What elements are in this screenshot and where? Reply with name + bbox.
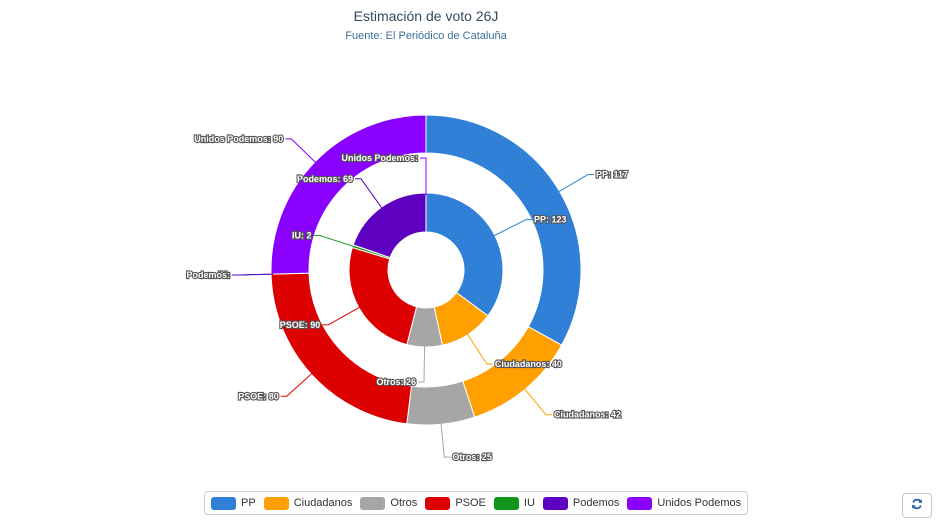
inner-slice-psoe-label: PSOE: 90 bbox=[280, 320, 321, 330]
legend-label-unidos-podemos: Unidos Podemos bbox=[657, 497, 742, 509]
legend-item-unidos-podemos[interactable]: Unidos Podemos bbox=[627, 496, 742, 510]
inner-slice-unidos-podemos-label: Unidos Podemos: bbox=[341, 153, 418, 163]
inner-slice-iu-label: IU: 2 bbox=[292, 230, 312, 240]
inner-slice-pp[interactable] bbox=[425, 192, 504, 317]
legend-item-otros[interactable]: Otros bbox=[360, 496, 418, 510]
outer-slice-ciudadanos[interactable] bbox=[462, 326, 563, 418]
outer-slice-ciudadanos-label: Ciudadanos: 42 bbox=[554, 410, 621, 420]
inner-slice-ciudadanos-connector bbox=[466, 332, 493, 365]
chart-legend: PP Ciudadanos Otros PSOE IU Podemos Unidos Pod… bbox=[204, 491, 749, 515]
inner-slice-iu-connector bbox=[313, 234, 355, 248]
legend-swatch-otros bbox=[360, 496, 386, 510]
outer-slice-psoe-connector bbox=[280, 372, 313, 397]
inner-slice-podemos-connector bbox=[354, 178, 383, 210]
legend-swatch-podemos bbox=[542, 496, 568, 510]
outer-slice-unidos-podemos-label: Unidos Podemos: 90 bbox=[194, 134, 283, 144]
outer-slice-podemos-connector bbox=[232, 273, 274, 276]
legend-swatch-ciudadanos bbox=[263, 496, 289, 510]
legend-swatch-pp bbox=[211, 496, 236, 510]
inner-slice-psoe-connector bbox=[322, 306, 361, 326]
legend-item-ciudadanos[interactable]: Ciudadanos bbox=[263, 496, 353, 510]
legend-item-psoe[interactable]: PSOE bbox=[425, 496, 486, 510]
legend-swatch-iu bbox=[493, 496, 519, 510]
connectors-layer bbox=[232, 138, 594, 458]
legend-label-otros: Otros bbox=[390, 497, 418, 509]
inner-slice-psoe[interactable] bbox=[348, 246, 418, 346]
chart-subtitle: Fuente: El Periódico de Cataluña bbox=[345, 30, 507, 42]
outer-slice-unidos-podemos-connector bbox=[285, 138, 317, 164]
outer-slice-psoe-label: PSOE: 80 bbox=[238, 391, 279, 401]
legend-label-psoe: PSOE bbox=[455, 497, 486, 509]
legend-label-iu: IU bbox=[523, 497, 535, 509]
outer-slice-otros-label: Otros: 25 bbox=[452, 452, 492, 462]
chart-title: Estimación de voto 26J bbox=[353, 8, 499, 24]
inner-slice-pp-label: PP: 123 bbox=[534, 215, 567, 225]
outer-slice-pp-connector bbox=[557, 174, 594, 193]
legend-item-pp[interactable]: PP bbox=[211, 496, 256, 510]
inner-slice-podemos-label: Podemos: 69 bbox=[297, 174, 353, 184]
refresh-button[interactable] bbox=[902, 493, 932, 518]
legend-item-iu[interactable]: IU bbox=[493, 496, 535, 510]
outer-slice-unidos-podemos[interactable] bbox=[270, 114, 427, 275]
inner-slice-ciudadanos-label: Ciudadanos: 40 bbox=[495, 359, 562, 369]
legend-item-podemos[interactable]: Podemos bbox=[542, 496, 620, 510]
legend-label-podemos: Podemos bbox=[572, 497, 620, 509]
inner-slice-podemos[interactable] bbox=[352, 192, 427, 259]
inner-slice-pp-connector bbox=[492, 219, 533, 237]
inner-slice-otros-connector bbox=[417, 344, 426, 383]
outer-slice-pp-label: PP: 117 bbox=[596, 170, 628, 180]
legend-label-pp: PP bbox=[241, 497, 256, 509]
legend-label-ciudadanos: Ciudadanos bbox=[293, 497, 353, 509]
legend-swatch-psoe bbox=[425, 496, 451, 510]
labels-layer: PP: 123 Ciudadanos: 40 Otros: 26 PSOE: 90 IU… bbox=[185, 133, 629, 463]
outer-slice-iu-label: IU: bbox=[218, 270, 230, 280]
outer-slice-otros-connector bbox=[440, 422, 451, 458]
inner-slice-otros-label: Otros: 26 bbox=[376, 377, 416, 387]
inner-slice-unidos-podemos-connector bbox=[420, 157, 427, 195]
outer-slice-ciudadanos-connector bbox=[523, 387, 552, 416]
refresh-icon bbox=[911, 497, 923, 515]
outer-slice-podemos-label: Podemos: bbox=[187, 270, 231, 280]
outer-slice-otros[interactable] bbox=[406, 380, 476, 426]
slices-layer bbox=[270, 114, 582, 426]
legend-swatch-unidos-podemos bbox=[627, 496, 653, 510]
outer-slice-pp[interactable] bbox=[425, 114, 582, 346]
